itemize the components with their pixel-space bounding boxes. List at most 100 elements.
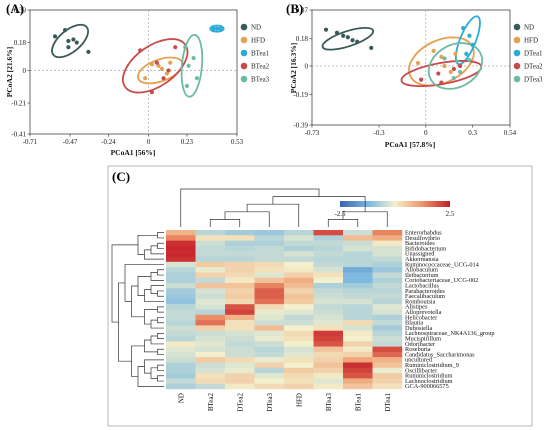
panel-a-xlabel: PCoA1 [56%] (111, 148, 156, 157)
heatmap-cell (343, 230, 373, 236)
x-tick-label: 0 (147, 138, 151, 146)
legend-swatch (513, 49, 521, 57)
heatmap-row-label: Romboutsia (405, 298, 436, 305)
heatmap-cell (254, 336, 285, 342)
panel-c-column-dendrogram (180, 188, 388, 227)
panel-b-plot-frame (311, 9, 511, 126)
panel-b-label: (B) (286, 1, 303, 16)
heatmap-cell (225, 251, 255, 257)
heatmap-cell (284, 330, 314, 337)
point-nd (341, 33, 346, 38)
heatmap-cell (195, 378, 226, 384)
heatmap-cell (284, 378, 314, 384)
heatmap-row-label: Enterorhabdus (405, 230, 442, 237)
point-btea1 (211, 26, 216, 31)
x-tick-label: 0.3 (468, 129, 477, 137)
heatmap-cell (254, 261, 285, 268)
color-key-bar (340, 201, 450, 207)
point-dtea1 (470, 42, 475, 47)
legend-entry: HFD (524, 37, 538, 45)
heatmap-cell (284, 309, 314, 315)
legend-swatch (513, 36, 521, 44)
heatmap-cell (254, 351, 285, 358)
heatmap-cell (313, 325, 344, 331)
heatmap-cell (313, 251, 344, 257)
ellipse-nd (51, 23, 89, 59)
heatmap-cell (343, 351, 373, 358)
heatmap-cell (225, 272, 255, 278)
column-dendrogram-branch (246, 203, 300, 227)
heatmap-cell (195, 230, 226, 236)
heatmap-cell (372, 261, 403, 268)
heatmap-cell (166, 309, 196, 315)
heatmap-cell (195, 240, 226, 247)
heatmap-cell (195, 283, 226, 289)
heatmap-cell (195, 293, 226, 300)
heatmap-cell (166, 293, 196, 300)
heatmap-cell (313, 336, 344, 342)
heatmap-cell (343, 251, 373, 257)
heatmap-cell (343, 330, 373, 337)
point-nd (334, 30, 340, 35)
point-btea2 (161, 76, 166, 81)
heatmap-cell (284, 383, 314, 390)
row-dendrogram-branch (157, 364, 164, 371)
heatmap-cell (313, 230, 344, 236)
heatmap-cell (313, 272, 344, 278)
heatmap-cell (225, 378, 255, 384)
heatmap-cell (254, 256, 285, 262)
point-btea3 (194, 76, 200, 81)
heatmap-cell (166, 283, 196, 289)
legend-entry: BTea2 (251, 63, 270, 71)
heatmap-cell (343, 261, 373, 268)
heatmap-cell (166, 373, 196, 379)
heatmap-cell (166, 346, 196, 353)
heatmap-cell (195, 373, 226, 379)
heatmap-cell (284, 251, 314, 257)
y-tick-label: -0.41 (11, 130, 26, 138)
heatmap-cell (195, 341, 226, 347)
heatmap-cell (166, 367, 196, 374)
heatmap-cell (343, 267, 373, 273)
heatmap-cell (225, 314, 255, 321)
heatmap-cell (195, 235, 226, 241)
heatmap-row-label: Faecalibaculum (405, 293, 445, 300)
heatmap-cell (284, 235, 314, 241)
heatmap-cell (372, 293, 403, 300)
column-dendrogram-branch (327, 219, 359, 227)
heatmap-cell (284, 373, 314, 379)
heatmap-cell (343, 362, 373, 368)
x-tick-label: -0.71 (23, 138, 38, 146)
y-tick-label: 0.18 (296, 35, 309, 43)
heatmap-cell (254, 288, 285, 294)
ellipse-dtea3 (427, 42, 484, 90)
heatmap-row-label: Desulfovibrio (405, 235, 440, 242)
heatmap-cell (313, 267, 344, 273)
heatmap-cell (284, 277, 314, 284)
heatmap-row-label: Lachnospiraceae_NK4A136_group (405, 330, 495, 337)
y-tick-label: 0 (305, 62, 309, 70)
heatmap-cell (343, 367, 373, 374)
legend-swatch (513, 23, 521, 31)
heatmap-cell (254, 367, 285, 374)
heatmap-column-label: HFD (295, 393, 303, 407)
heatmap-cell (343, 346, 373, 353)
heatmap-cell (372, 240, 403, 247)
row-dendrogram-branch (144, 359, 164, 374)
heatmap-cell (195, 304, 226, 310)
heatmap-cell (343, 373, 373, 379)
heatmap-cell (313, 383, 344, 390)
heatmap-cell (225, 277, 255, 284)
y-tick-label: 0 (23, 67, 27, 75)
legend-swatch (513, 62, 521, 70)
x-tick-label: 0.54 (504, 129, 517, 137)
heatmap-cell (372, 357, 403, 363)
heatmap-column-label: ND (177, 393, 185, 403)
heatmap-cell (195, 346, 226, 353)
heatmap-cell (284, 325, 314, 331)
heatmap-cell (166, 256, 196, 262)
point-hfd (164, 71, 169, 76)
heatmap-cell (225, 383, 255, 390)
legend-swatch (240, 36, 248, 44)
